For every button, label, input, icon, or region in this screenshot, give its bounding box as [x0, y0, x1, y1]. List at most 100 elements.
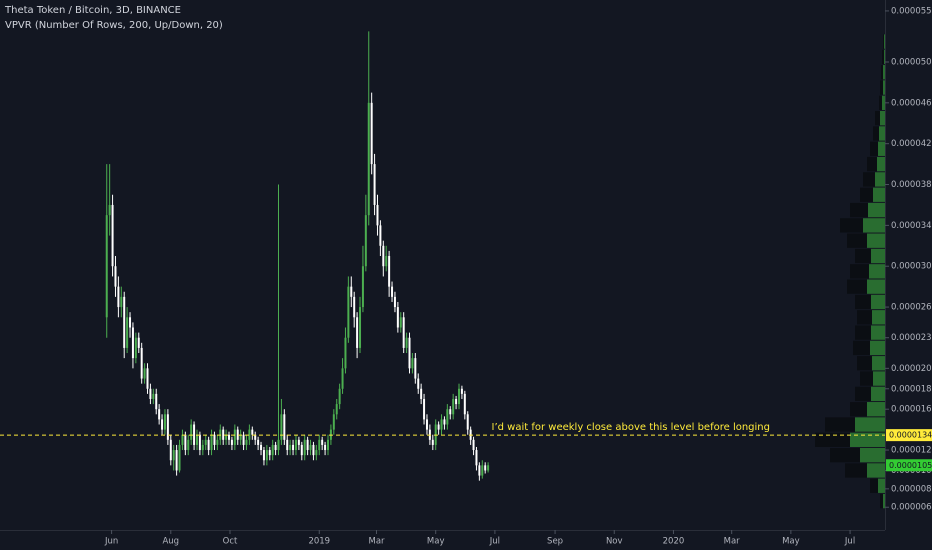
volume-profile-up: [880, 110, 885, 126]
candle-body: [158, 409, 161, 420]
volume-profile-up: [873, 371, 885, 386]
volume-profile-down: [879, 95, 882, 110]
level-price-box: [886, 429, 932, 442]
volume-profile-up: [872, 356, 885, 371]
candle-body: [271, 444, 274, 456]
y-tick-label: 0.00005000: [891, 57, 932, 67]
candle-body: [131, 327, 134, 359]
y-tick-label: 0.00003400: [891, 221, 932, 231]
candle-body: [324, 444, 327, 451]
candle-body: [385, 256, 388, 267]
candle-body: [315, 450, 318, 456]
candle-body: [242, 434, 245, 445]
candle-body: [239, 434, 242, 440]
volume-profile-up: [867, 233, 885, 248]
volume-profile-up: [884, 49, 885, 65]
candle-body: [152, 393, 155, 399]
volume-profile-down: [875, 110, 880, 126]
candle-body: [195, 434, 198, 445]
candle-body: [175, 450, 178, 471]
volume-profile-up: [871, 325, 885, 340]
candle-body: [123, 296, 126, 348]
candle-body: [382, 245, 385, 267]
candle-body: [169, 439, 172, 461]
candle-body: [274, 444, 277, 451]
candle-body: [297, 439, 300, 445]
volume-profile-down: [830, 447, 860, 463]
candle-body: [361, 266, 364, 308]
candle-body: [236, 429, 239, 440]
candle-body: [245, 439, 248, 445]
candle-body: [449, 409, 452, 415]
candle-body: [149, 388, 152, 399]
candle-body: [391, 286, 394, 297]
candle-body: [373, 164, 376, 205]
candle-body: [254, 434, 257, 440]
volume-profile-up: [877, 156, 885, 172]
candle-body: [356, 317, 359, 348]
volume-profile-up: [873, 187, 885, 202]
candle-body: [443, 419, 446, 425]
volume-profile-down: [882, 49, 884, 65]
candle-body: [399, 317, 402, 328]
volume-profile-down: [860, 371, 873, 386]
candle-body: [425, 419, 428, 430]
candle-body: [478, 465, 481, 476]
volume-profile-down: [845, 463, 867, 478]
candle-body: [417, 378, 420, 389]
volume-profile-up: [883, 65, 885, 80]
volume-profile-down: [857, 356, 872, 371]
candle-body: [326, 439, 329, 451]
x-tick-label: Jul: [489, 537, 500, 547]
volume-profile-down: [825, 417, 855, 432]
volume-profile-down: [850, 202, 868, 218]
candle-body: [396, 307, 399, 328]
volume-profile-up: [871, 294, 885, 310]
candle-body: [388, 256, 391, 287]
candle-body: [364, 215, 367, 267]
candle-body: [134, 337, 137, 359]
candle-body: [312, 444, 315, 456]
volume-profile-up: [863, 218, 885, 233]
candle-body: [204, 439, 207, 445]
x-tick-label: Aug: [162, 537, 179, 547]
candle-body: [405, 337, 408, 348]
candle-body: [248, 429, 251, 440]
candle-body: [463, 393, 466, 415]
candle-body: [111, 204, 114, 267]
candle-body: [207, 439, 210, 451]
candle-body: [431, 439, 434, 445]
volume-profile-up: [883, 80, 885, 95]
volume-profile-down: [840, 218, 863, 233]
x-tick-label: May: [427, 537, 445, 547]
y-tick-label: 0.00003000: [891, 262, 932, 272]
candle-body: [181, 434, 184, 445]
candle-body: [437, 424, 440, 430]
x-tick-label: 2019: [308, 537, 330, 547]
volume-profile-down: [863, 172, 875, 187]
volume-profile-up: [872, 310, 885, 325]
candle-body: [359, 307, 362, 348]
volume-profile-down: [847, 279, 867, 294]
last-price-label: 0.00001051: [889, 461, 932, 470]
candle-body: [309, 444, 312, 451]
y-tick-label: 0.00002600: [891, 303, 932, 313]
candle-body: [222, 429, 225, 440]
annotation: I’d wait for weekly close above this lev…: [492, 422, 771, 433]
volume-profile-up: [875, 172, 885, 187]
y-tick-label: 0.00000640: [891, 503, 932, 513]
x-tick-label: May: [782, 537, 800, 547]
volume-profile-down: [870, 478, 878, 493]
y-tick-label: 0.00001800: [891, 384, 932, 394]
candle-body: [120, 296, 123, 308]
candle-body: [289, 444, 292, 451]
candle-body: [129, 317, 132, 328]
candle-body: [350, 286, 353, 297]
candle-body: [321, 439, 324, 445]
candle-body: [213, 434, 216, 445]
x-tick-label: Mar: [724, 537, 741, 547]
y-tick-label: 0.00001600: [891, 405, 932, 415]
candle-body: [292, 444, 295, 451]
